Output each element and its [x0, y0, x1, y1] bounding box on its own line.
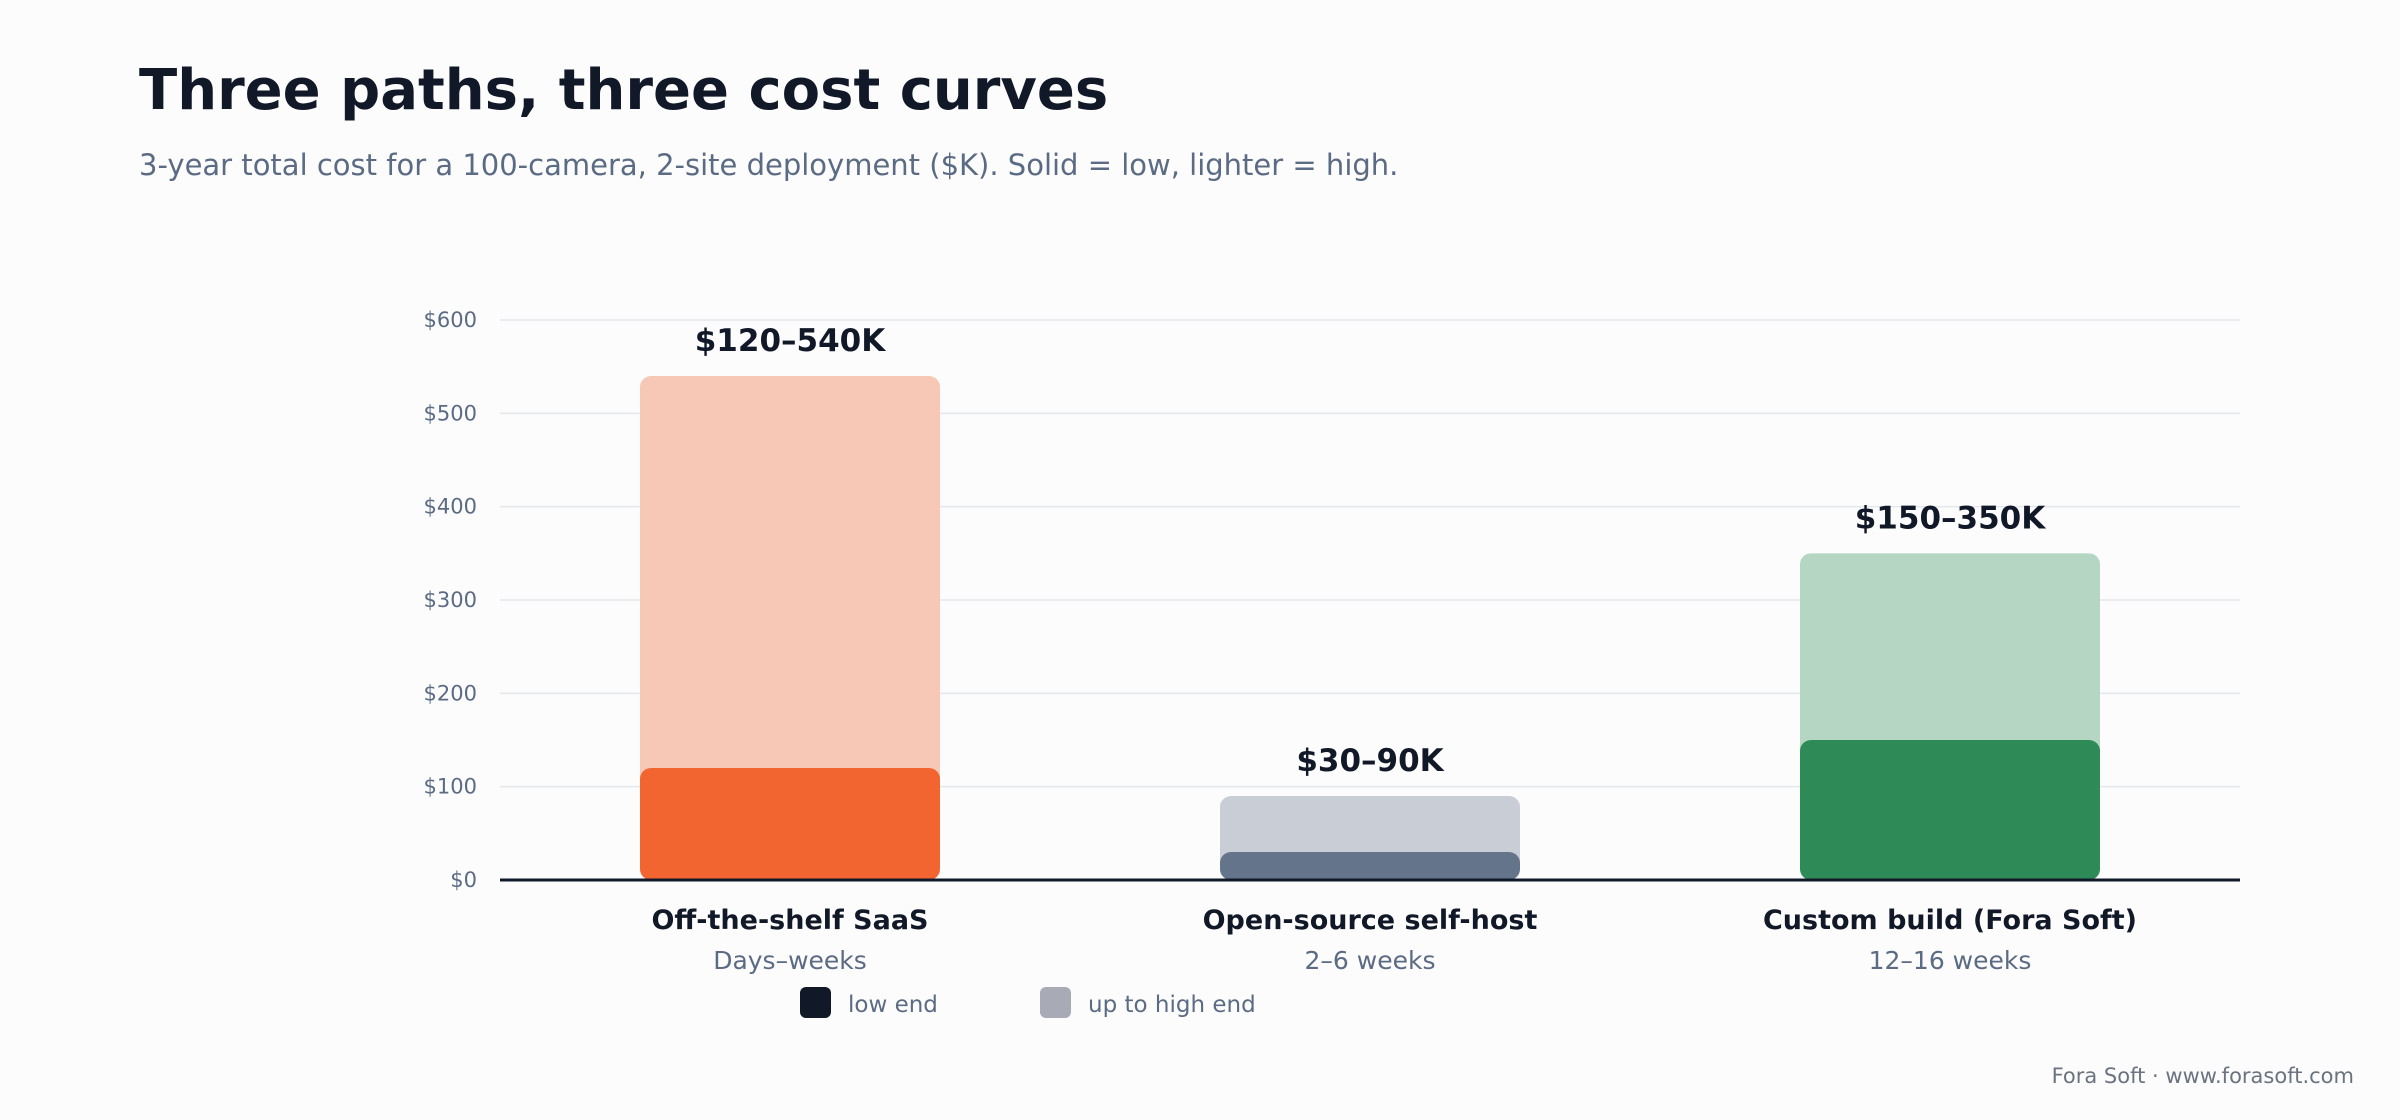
x-subcategory-label: 12–16 weeks [1869, 946, 2032, 975]
y-tick-label: $500 [424, 401, 477, 425]
legend-swatch [1040, 987, 1071, 1018]
legend-label: low end [848, 992, 938, 1018]
legend-label: up to high end [1088, 992, 1256, 1018]
y-tick-label: $300 [424, 588, 477, 612]
bar-value-label: $120–540K [695, 323, 886, 359]
footer-credit: Fora Soft · www.forasoft.com [2051, 1064, 2354, 1088]
bar-low-end [1800, 740, 2100, 880]
bar-low-end [1220, 852, 1520, 880]
y-tick-label: $200 [424, 681, 477, 705]
chart-subtitle: 3-year total cost for a 100-camera, 2-si… [139, 148, 1399, 182]
y-tick-label: $0 [450, 868, 477, 892]
x-category-label: Off-the-shelf SaaS [651, 905, 928, 936]
x-subcategory-label: Days–weeks [713, 946, 867, 975]
bar-low-end [640, 768, 940, 880]
y-tick-label: $600 [424, 308, 477, 332]
chart-title: Three paths, three cost curves [139, 58, 1109, 123]
bar-value-label: $30–90K [1296, 743, 1444, 779]
x-category-label: Open-source self-host [1203, 905, 1538, 936]
y-tick-label: $100 [424, 775, 477, 799]
x-category-label: Custom build (Fora Soft) [1763, 905, 2137, 936]
bar-value-label: $150–350K [1855, 500, 2046, 536]
x-subcategory-label: 2–6 weeks [1305, 946, 1436, 975]
y-tick-label: $400 [424, 495, 477, 519]
bar-high-end [640, 376, 940, 880]
legend-swatch [800, 987, 831, 1018]
